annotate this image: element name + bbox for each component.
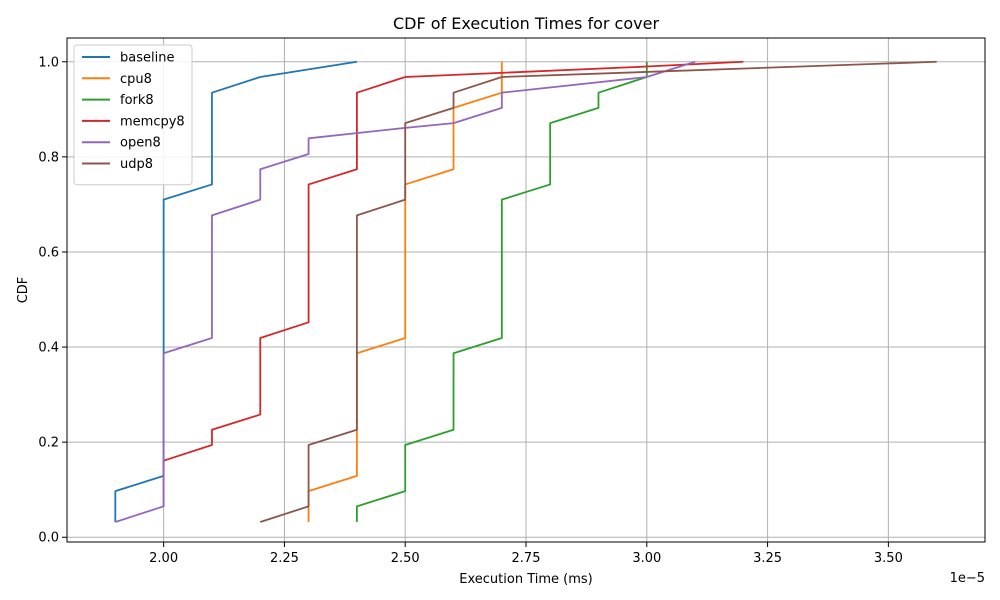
x-tick-label: 2.00: [149, 551, 178, 566]
legend-label-open8: open8: [120, 136, 161, 151]
legend-label-memcpy8: memcpy8: [120, 114, 185, 129]
y-tick-label: 1.0: [38, 55, 59, 70]
x-tick-label: 3.25: [753, 551, 782, 566]
x-axis-ticks: 2.00 2.25 2.50 2.75 3.00 3.25 3.50: [149, 542, 903, 566]
x-axis-label: Execution Time (ms): [459, 572, 592, 587]
grid: [67, 38, 985, 542]
chart-title: CDF of Execution Times for cover: [393, 14, 659, 33]
series-lines: [114, 60, 937, 523]
y-tick-label: 0.2: [38, 436, 59, 451]
series-line-memcpy8: [162, 60, 744, 507]
y-axis-label: CDF: [16, 277, 31, 304]
legend-box: [73, 44, 193, 186]
x-tick-label: 2.50: [391, 551, 420, 566]
y-tick-label: 0.8: [38, 150, 59, 165]
legend-label-baseline: baseline: [120, 51, 174, 66]
series-line-udp8: [259, 60, 937, 523]
y-axis-ticks: 0.0 0.2 0.4 0.6 0.8 1.0: [38, 55, 67, 546]
legend-label-udp8: udp8: [120, 157, 153, 172]
legend-label-cpu8: cpu8: [120, 72, 152, 87]
x-tick-label: 3.00: [632, 551, 661, 566]
series-line-cpu8: [307, 61, 503, 523]
y-tick-label: 0.6: [38, 245, 59, 260]
legend: baseline cpu8 fork8 memcpy8 open8 udp8: [73, 44, 193, 186]
x-tick-label: 2.75: [512, 551, 541, 566]
series-line-fork8: [355, 61, 648, 523]
y-tick-label: 0.4: [38, 341, 59, 356]
x-tick-label: 3.50: [874, 551, 903, 566]
y-tick-label: 0.0: [38, 531, 59, 546]
series-line-open8: [115, 60, 696, 523]
series-line-baseline: [114, 60, 358, 523]
legend-label-fork8: fork8: [120, 93, 154, 108]
x-tick-label: 2.25: [270, 551, 299, 566]
x-axis-offset-label: 1e−5: [950, 571, 985, 586]
